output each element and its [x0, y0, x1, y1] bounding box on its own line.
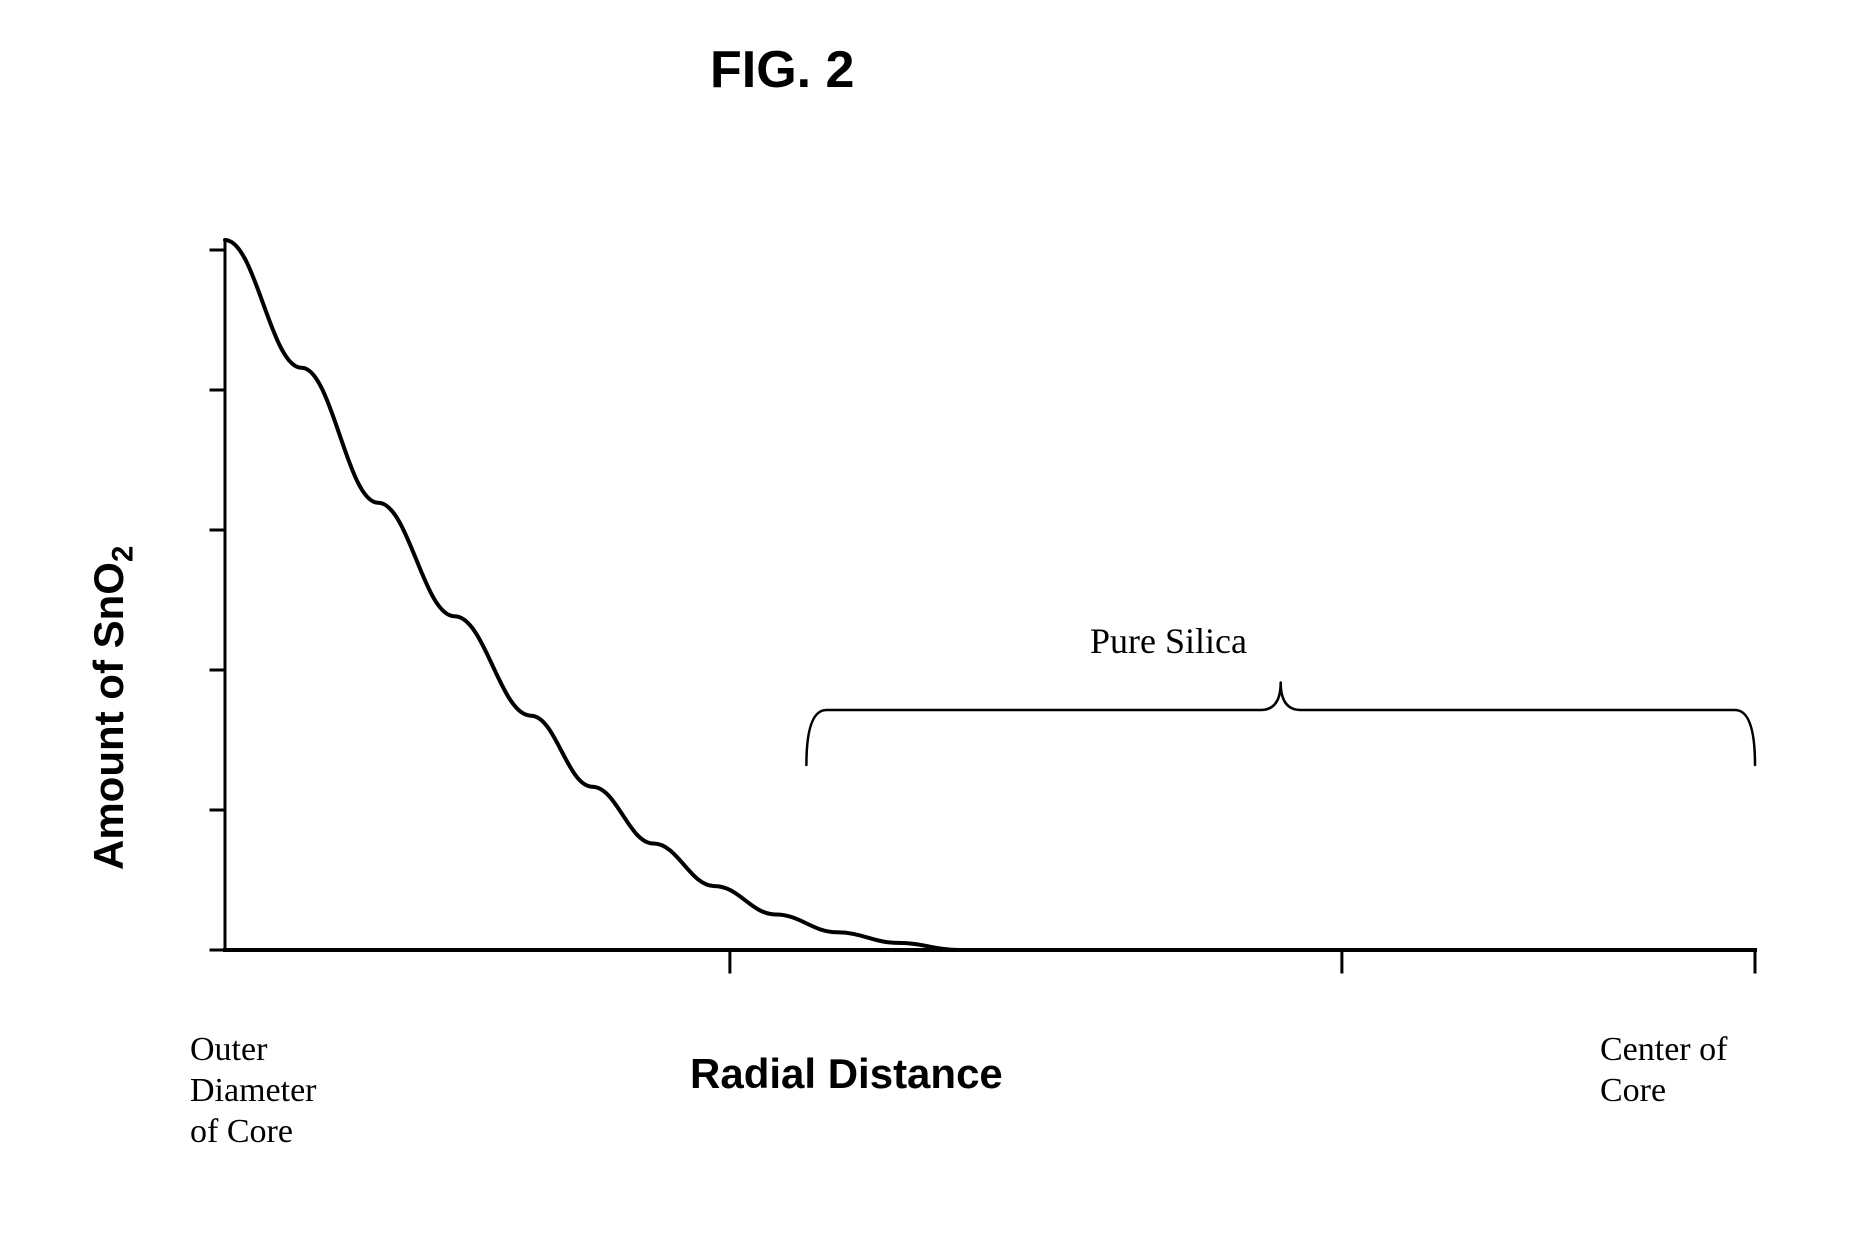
chart-svg: [0, 0, 1876, 1259]
